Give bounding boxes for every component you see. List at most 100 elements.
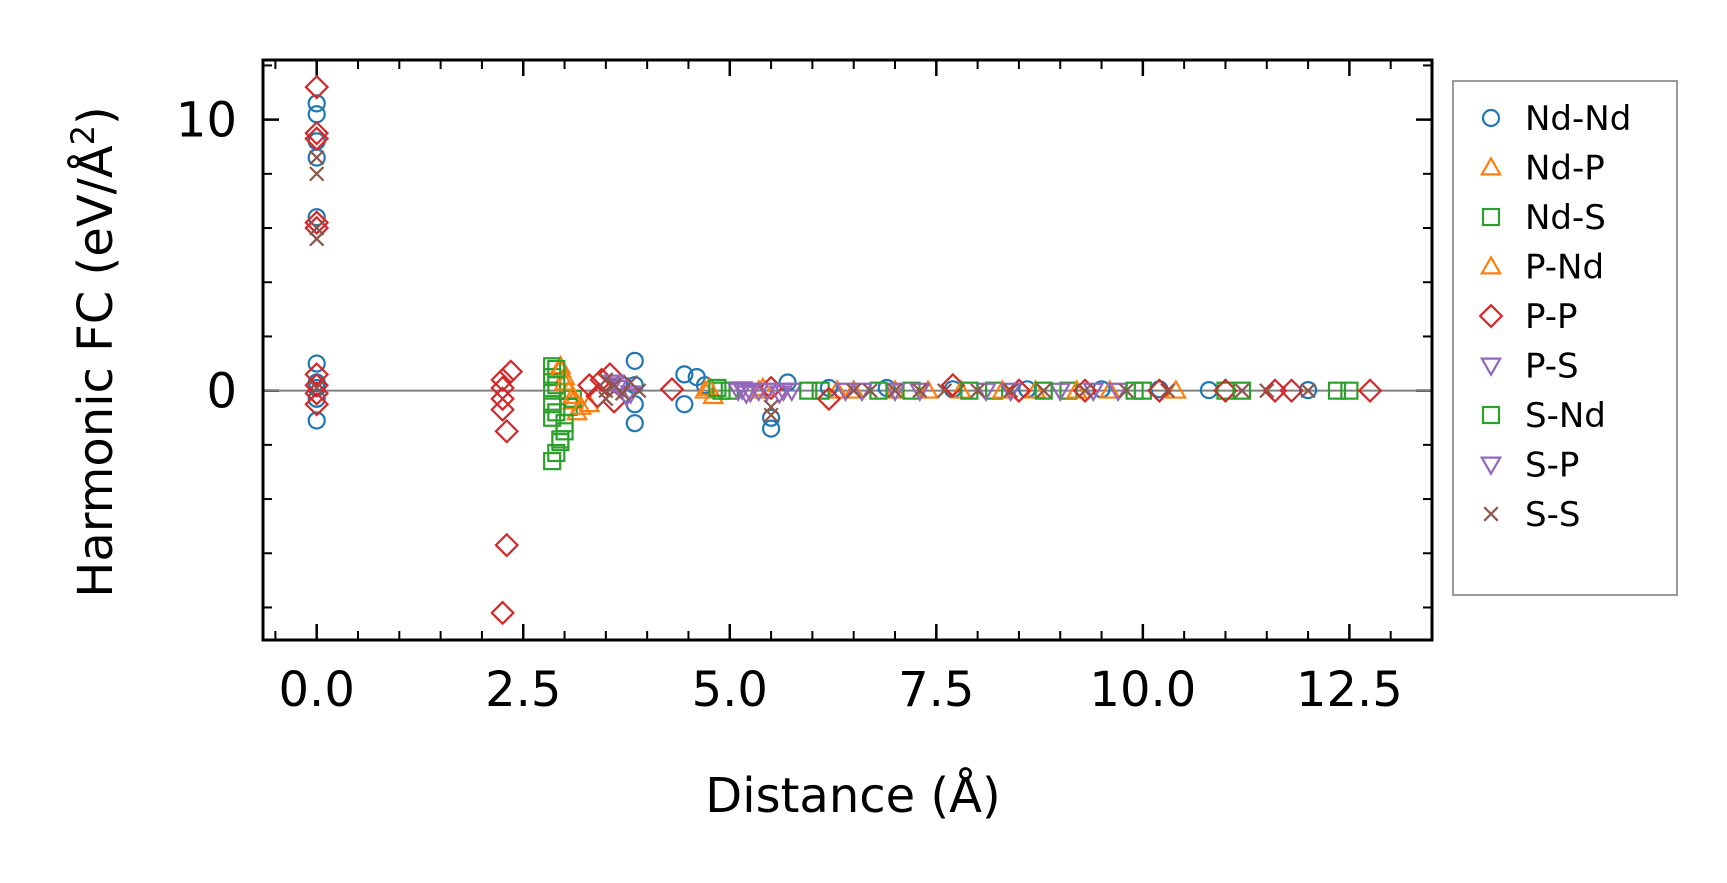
series-p-p	[304, 74, 1383, 626]
point-nd-nd	[307, 208, 326, 227]
major-ticks	[263, 60, 1432, 640]
point-p-p	[304, 381, 330, 406]
point-p-p	[576, 372, 602, 398]
point-nd-nd	[675, 365, 694, 384]
legend-item-nd-p: Nd-P	[1479, 149, 1605, 189]
legend-label-s-s: S-S	[1525, 495, 1580, 535]
point-nd-nd	[307, 105, 326, 124]
point-nd-s	[543, 381, 562, 400]
point-s-s	[631, 383, 647, 399]
point-p-p	[304, 74, 330, 100]
point-s-s	[1003, 383, 1019, 399]
x-axis-label: Distance (Å)	[705, 767, 1000, 824]
point-p-p	[490, 386, 515, 412]
point-s-s	[1118, 383, 1134, 399]
point-s-nd	[555, 414, 574, 433]
point-p-nd	[916, 379, 940, 399]
y-tick-label: 0	[206, 364, 237, 420]
legend-marker-p-nd	[1479, 255, 1503, 275]
point-p-p	[1262, 378, 1288, 404]
point-s-s	[1160, 383, 1176, 399]
point-s-s	[1036, 383, 1052, 399]
point-p-p	[1279, 378, 1304, 404]
point-p-p	[659, 376, 685, 402]
legend-label-nd-s: Nd-S	[1525, 198, 1606, 238]
legend-item-p-p: P-P	[1478, 297, 1578, 337]
point-p-nd	[569, 395, 593, 415]
legend-label-s-nd: S-Nd	[1525, 396, 1606, 436]
point-p-s	[883, 382, 907, 403]
point-s-nd	[1034, 381, 1053, 400]
legend-item-nd-s: Nd-S	[1481, 198, 1606, 238]
x-tick-label: 2.5	[485, 662, 561, 718]
minor-ticks	[263, 60, 1433, 640]
legend-label-s-p: S-P	[1525, 446, 1579, 486]
point-nd-nd	[625, 414, 644, 433]
point-nd-nd	[307, 94, 326, 113]
legend-marker-nd-p	[1479, 156, 1503, 176]
legend-marker-p-s	[1479, 357, 1503, 377]
point-p-p	[1357, 378, 1383, 404]
point-p-p	[304, 391, 330, 417]
point-s-p	[731, 381, 754, 401]
legend-marker-s-nd	[1481, 405, 1501, 425]
point-p-p	[494, 418, 520, 444]
x-tick-label: 12.5	[1296, 662, 1403, 718]
point-s-s	[970, 383, 986, 399]
legend-marker-nd-s	[1481, 207, 1501, 227]
point-p-p	[1006, 378, 1032, 404]
point-nd-s	[1327, 381, 1347, 400]
x-tick-label: 10.0	[1089, 662, 1196, 718]
y-axis-label-sup: 2	[64, 125, 102, 145]
point-p-p	[304, 120, 330, 146]
series-s-s	[309, 149, 1316, 423]
y-axis-label-main: Harmonic FC (eV/Å	[67, 145, 124, 598]
legend-label-p-p: P-P	[1525, 297, 1578, 337]
y-tick-label: 10	[176, 93, 237, 149]
point-s-nd	[799, 381, 818, 400]
legend-marker-s-p	[1479, 456, 1503, 476]
point-nd-nd	[675, 395, 694, 414]
point-s-s	[912, 383, 928, 399]
point-s-s	[1077, 383, 1093, 399]
point-s-s	[862, 383, 878, 399]
point-nd-nd	[625, 351, 644, 370]
point-s-p	[850, 382, 874, 403]
point-s-p	[772, 382, 795, 403]
legend-frame	[1452, 80, 1678, 596]
point-p-p	[490, 600, 515, 626]
series-s-nd	[547, 359, 1252, 449]
point-p-p	[1147, 378, 1172, 404]
point-s-p	[908, 382, 931, 403]
point-p-s	[768, 385, 791, 405]
legend-item-s-p: S-P	[1479, 446, 1579, 486]
y-axis-label: Harmonic FC (eV/Å2)	[64, 106, 124, 598]
point-p-p	[1213, 378, 1238, 404]
point-s-s	[309, 380, 325, 396]
legend-label-nd-nd: Nd-Nd	[1525, 99, 1631, 139]
legend: Nd-Nd Nd-P Nd-S P-Nd P-P P-S S-Nd S-P S-S	[1452, 80, 1678, 596]
series-s-p	[607, 377, 1105, 408]
point-s-s	[309, 231, 325, 247]
point-nd-p	[1164, 379, 1187, 399]
point-nd-s	[811, 381, 830, 400]
legend-label-nd-p: Nd-P	[1525, 149, 1605, 189]
x-tick-label: 5.0	[692, 662, 768, 718]
data-points	[304, 74, 1383, 626]
point-p-p	[494, 532, 520, 558]
point-nd-p	[883, 379, 907, 399]
point-s-nd	[547, 376, 566, 395]
point-nd-s	[1340, 381, 1359, 400]
point-p-p	[940, 372, 966, 398]
legend-item-s-nd: S-Nd	[1481, 396, 1606, 436]
point-s-s	[1300, 383, 1316, 399]
point-p-s	[726, 382, 750, 403]
point-s-s	[887, 383, 903, 399]
point-p-s	[1106, 382, 1130, 403]
series-nd-s	[543, 357, 1359, 471]
point-p-nd	[842, 379, 865, 399]
point-nd-p	[1098, 379, 1121, 399]
point-s-p	[1082, 382, 1105, 403]
point-nd-nd	[307, 354, 326, 373]
point-s-p	[999, 382, 1022, 403]
